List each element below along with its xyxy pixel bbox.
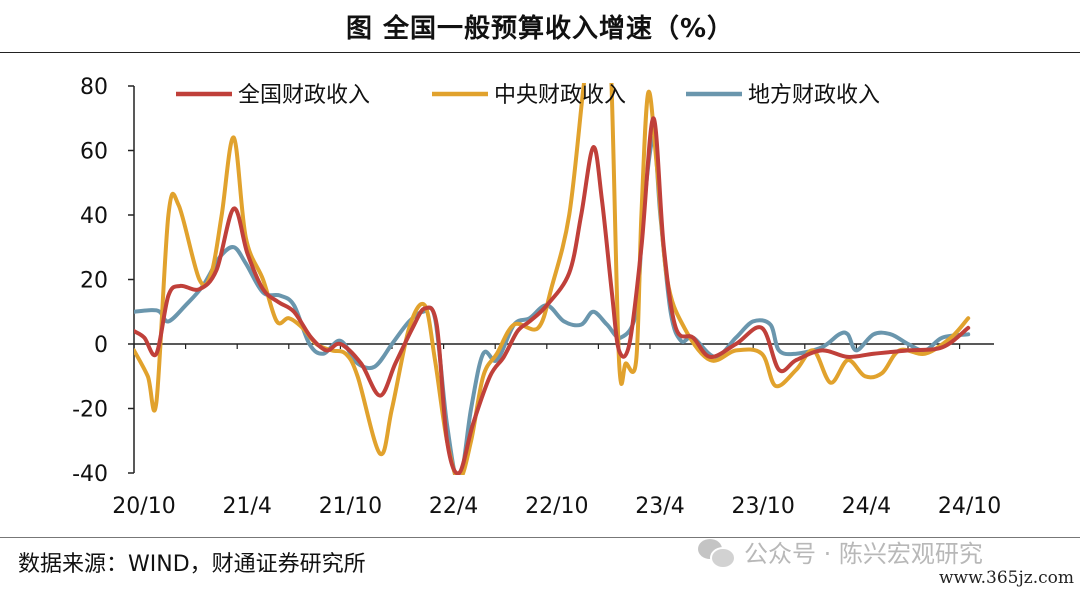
y-tick-label: 40 [80, 204, 108, 229]
axes: -40 -20 0 20 40 60 80 20/10 21/4 21/10 22/4 22/10 23… [72, 75, 1001, 519]
x-tick-label: 24/10 [938, 494, 1001, 519]
chart-title: 图 全国一般预算收入增速（%） [345, 13, 735, 44]
series-line-local [134, 135, 971, 475]
y-tick-label: 20 [80, 269, 108, 294]
legend-label: 中央财政收入 [494, 83, 626, 108]
y-tick-label: 60 [80, 140, 108, 165]
legend: 全国财政收入 中央财政收入 地方财政收入 [176, 83, 880, 108]
wechat-icon [698, 537, 736, 569]
y-tick-label: -20 [72, 398, 108, 423]
watermark-text: 公众号 · 陈兴宏观研究 [744, 540, 983, 568]
x-tick-label: 21/10 [319, 494, 382, 519]
y-tick-label: -40 [72, 462, 108, 487]
y-tick-label: 80 [80, 75, 108, 100]
series-layer [134, 83, 971, 475]
x-tick-label: 22/4 [429, 494, 478, 519]
x-tick-label: 21/4 [222, 494, 271, 519]
x-tick-label: 23/4 [635, 494, 684, 519]
footer-divider [0, 537, 1080, 538]
legend-label: 全国财政收入 [238, 83, 370, 108]
x-tick-label: 23/10 [731, 494, 794, 519]
data-source: 数据来源：WIND，财通证券研究所 [18, 552, 366, 577]
x-tick-label: 22/10 [525, 494, 588, 519]
x-tick-label: 24/4 [842, 494, 891, 519]
y-tick-label: 0 [94, 333, 108, 358]
watermark: 公众号 · 陈兴宏观研究 [698, 534, 983, 569]
x-tick-label: 20/10 [112, 494, 175, 519]
chart-area: -40 -20 0 20 40 60 80 20/10 21/4 21/10 22/4 22/10 23… [0, 53, 1080, 535]
line-chart: -40 -20 0 20 40 60 80 20/10 21/4 21/10 22/4 22/10 23… [72, 75, 1001, 519]
series-line-central [134, 83, 971, 475]
site-watermark: www.365jz.com [939, 568, 1074, 588]
chart-title-bar: 图 全国一般预算收入增速（%） [0, 0, 1080, 53]
legend-label: 地方财政收入 [748, 83, 880, 108]
series-line-national [134, 116, 971, 475]
